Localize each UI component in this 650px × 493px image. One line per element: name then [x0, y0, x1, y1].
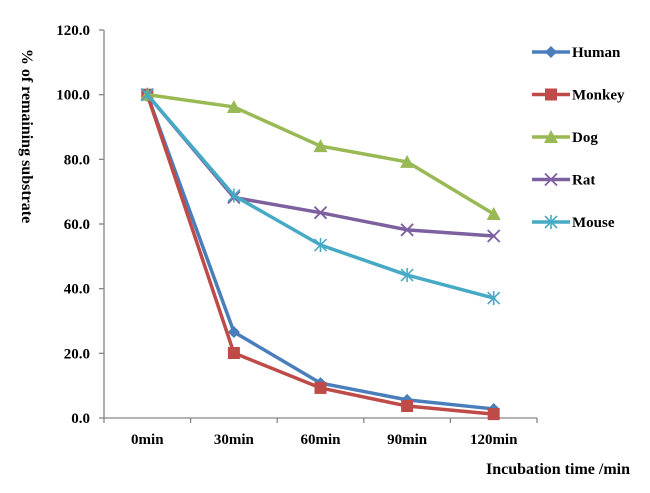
legend-marker-monkey [545, 88, 557, 101]
data-point-mouse [487, 291, 501, 306]
x-tick-label: 120min [470, 432, 518, 448]
y-tick-label: 120.0 [56, 23, 90, 39]
data-point-dog [313, 139, 328, 153]
data-point-human [227, 325, 240, 338]
legend-item-monkey: Monkey [532, 88, 625, 104]
series-monkey [141, 88, 500, 421]
legend-label: Human [572, 45, 621, 61]
legend: Human Monkey Dog Rat Mouse [532, 45, 625, 231]
y-tick-label: 40.0 [64, 282, 90, 298]
y-tick-label: 0.0 [71, 411, 90, 427]
y-tick-label: 60.0 [64, 217, 90, 233]
legend-label: Rat [572, 173, 595, 189]
legend-marker-mouse [544, 215, 558, 229]
data-point-monkey [487, 408, 500, 421]
data-point-mouse [227, 188, 241, 203]
x-tick-label: 60min [300, 432, 341, 448]
data-point-dog [400, 154, 415, 168]
x-tick-label: 0min [131, 432, 164, 448]
x-tick-label: 90min [387, 432, 428, 448]
data-point-mouse [140, 87, 154, 102]
y-tick-label: 80.0 [64, 152, 90, 168]
data-point-rat [487, 229, 501, 243]
data-point-mouse [313, 238, 328, 253]
legend-item-human: Human [532, 45, 621, 61]
y-tick-label: 100.0 [56, 88, 90, 104]
legend-item-dog: Dog [532, 130, 598, 146]
series-layer [140, 87, 501, 421]
series-rat [140, 88, 501, 243]
y-axis-title: % of remaining substrate [18, 49, 35, 223]
legend-marker-rat [544, 172, 558, 187]
data-point-dog [226, 99, 241, 113]
legend-item-rat: Rat [532, 173, 595, 189]
data-point-rat [313, 206, 328, 220]
data-point-monkey [227, 347, 240, 360]
x-axis-title: Incubation time /min [486, 461, 630, 478]
series-mouse [140, 87, 501, 306]
data-point-rat [400, 223, 414, 237]
data-point-mouse [400, 268, 414, 283]
legend-label: Mouse [572, 215, 615, 231]
legend-item-mouse: Mouse [532, 215, 615, 231]
legend-label: Monkey [572, 88, 625, 104]
series-dog [140, 87, 501, 220]
y-ticks: 0.0 20.0 40.0 60.0 80.0 100.0 120.0 [56, 23, 104, 427]
legend-label: Dog [572, 130, 598, 146]
legend-marker-human [545, 46, 557, 58]
series-line-mouse [145, 92, 496, 300]
series-line-rat [145, 92, 496, 238]
data-point-monkey [401, 400, 414, 413]
x-ticks: 0min 30min 60min 90min 120min [103, 418, 538, 448]
legend-marker-dog [544, 130, 558, 143]
x-tick-label: 30min [214, 432, 255, 448]
data-point-dog [486, 206, 501, 220]
axes [103, 30, 537, 419]
y-tick-label: 20.0 [64, 346, 90, 362]
data-point-monkey [314, 381, 327, 394]
